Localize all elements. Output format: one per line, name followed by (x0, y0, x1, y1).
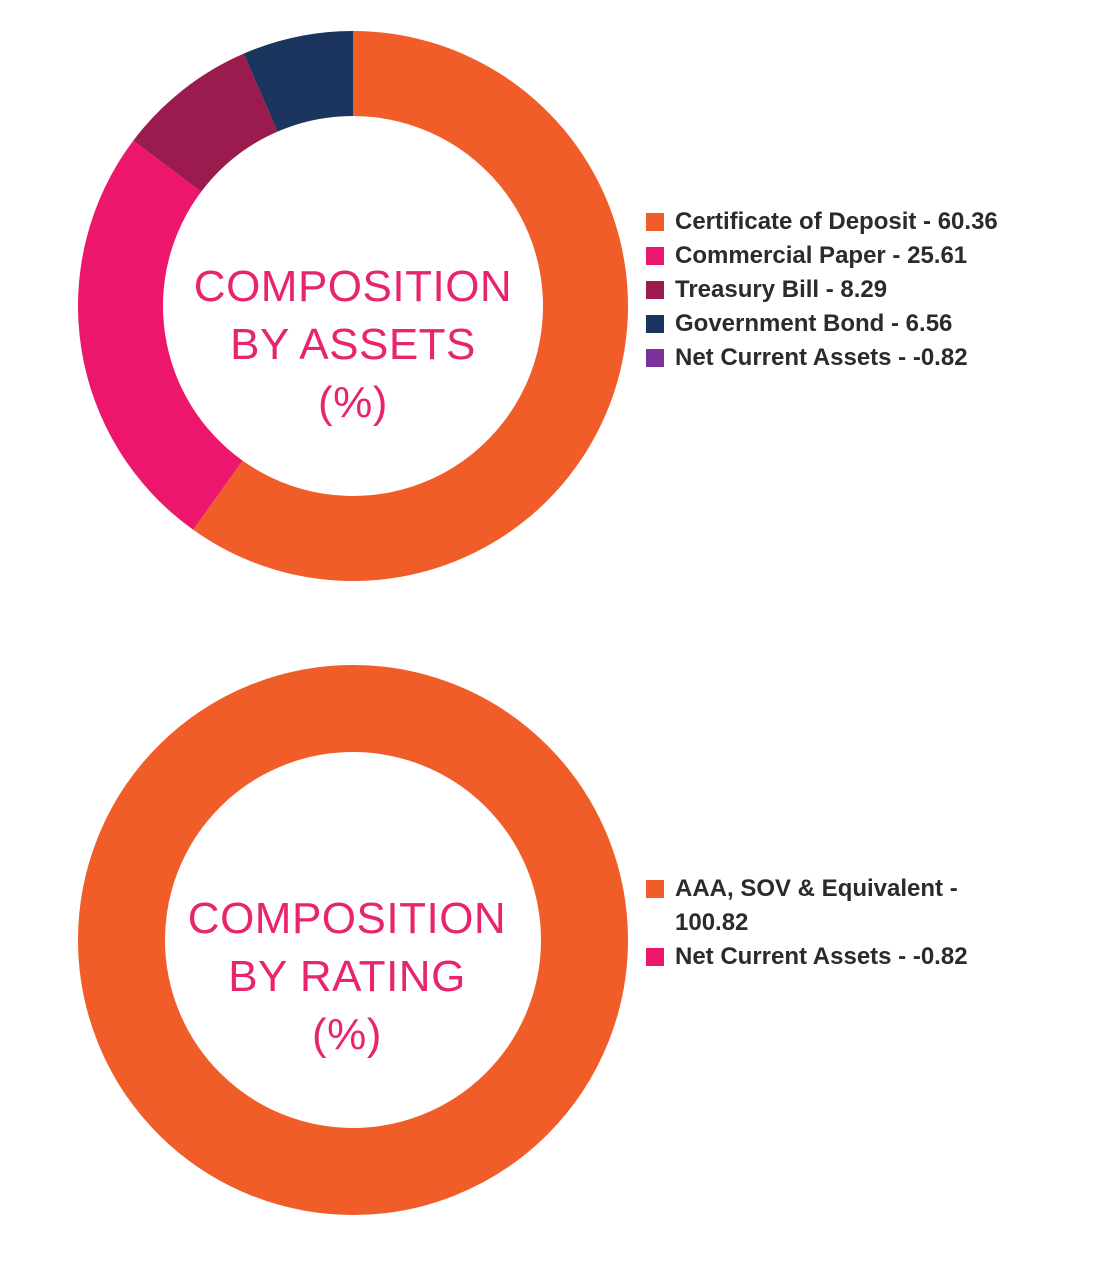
rating-title-line-3: (%) (312, 1010, 382, 1059)
rating-chart-title: COMPOSITION BY RATING (%) (147, 890, 547, 1064)
assets-title-line-2: BY ASSETS (230, 320, 476, 369)
legend-label: Net Current Assets - -0.82 (675, 344, 968, 371)
legend-label: Commercial Paper - 25.61 (675, 242, 968, 269)
legend-label: Government Bond - 6.56 (675, 310, 953, 337)
legend-label: Treasury Bill - 8.29 (675, 276, 888, 303)
legend-item-treasury-bill: Treasury Bill - 8.29 (646, 273, 1086, 307)
donut-slice-commercial-paper (78, 140, 243, 530)
legend-item-certificate-of-deposit: Certificate of Deposit - 60.36 (646, 205, 1086, 239)
assets-title-line-1: COMPOSITION (193, 262, 513, 311)
legend-swatch (646, 880, 664, 898)
legend-item-net-current-assets: Net Current Assets - -0.82 (646, 341, 1086, 375)
legend-swatch (646, 247, 664, 265)
legend-item-aaa-sov-equivalent: AAA, SOV & Equivalent - 100.82 (646, 872, 1006, 940)
donut-slice-treasury-bill (133, 53, 278, 192)
rating-composition-chart: COMPOSITION BY RATING (%) AAA, SOV & Equ… (0, 620, 1108, 1261)
legend-swatch (646, 315, 664, 333)
rating-legend: AAA, SOV & Equivalent - 100.82 Net Curre… (646, 872, 1006, 974)
donut-slice-aaa-sov-equivalent (78, 665, 628, 1215)
legend-label: AAA, SOV & Equivalent - 100.82 (675, 875, 958, 936)
legend-swatch (646, 349, 664, 367)
assets-chart-title: COMPOSITION BY ASSETS (%) (153, 258, 553, 432)
assets-donut (78, 31, 629, 581)
rating-donut (78, 665, 628, 1215)
legend-swatch (646, 213, 664, 231)
legend-swatch (646, 281, 664, 299)
donut-slice-certificate-of-deposit (193, 31, 629, 581)
assets-legend: Certificate of Deposit - 60.36 Commercia… (646, 205, 1086, 375)
rating-title-line-2: BY RATING (228, 952, 466, 1001)
legend-item-government-bond: Government Bond - 6.56 (646, 307, 1086, 341)
donut-slice-government-bond (243, 31, 353, 132)
legend-swatch (646, 948, 664, 966)
legend-item-commercial-paper: Commercial Paper - 25.61 (646, 239, 1086, 273)
assets-title-line-3: (%) (318, 378, 388, 427)
rating-title-line-1: COMPOSITION (187, 894, 507, 943)
legend-label: Net Current Assets - -0.82 (675, 943, 968, 970)
legend-label: Certificate of Deposit - 60.36 (675, 208, 998, 235)
legend-item-net-current-assets: Net Current Assets - -0.82 (646, 940, 1006, 974)
assets-composition-chart: COMPOSITION BY ASSETS (%) Certificate of… (0, 0, 1108, 620)
